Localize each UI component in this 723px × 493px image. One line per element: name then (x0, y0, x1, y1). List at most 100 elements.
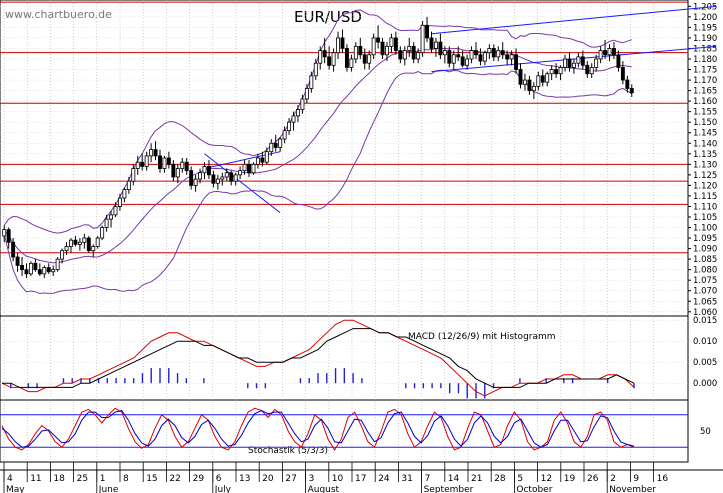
price-tick-label: 1.160 (693, 97, 717, 107)
price-tick-label: 1.155 (693, 108, 717, 118)
candle-body (389, 37, 394, 47)
day-tick-label: 31 (401, 474, 412, 484)
day-tick-label: 24 (378, 474, 390, 484)
candle-body (2, 229, 7, 237)
price-tick-label: 1.100 (693, 224, 717, 234)
day-tick-label: 29 (193, 474, 205, 484)
candle-body (598, 50, 603, 60)
candle-body (309, 75, 314, 89)
candle-body (500, 50, 505, 56)
candle-body (594, 58, 599, 68)
candle-body (11, 241, 16, 258)
candle-body (385, 45, 389, 56)
price-tick-label: 1.060 (693, 308, 717, 318)
day-tick-label: 15 (146, 474, 157, 484)
day-tick-label: 5 (517, 474, 523, 484)
candle-body (545, 73, 550, 83)
candle-body (318, 50, 323, 64)
day-tick-label: 3 (309, 474, 315, 484)
price-tick-label: 1.105 (693, 213, 717, 223)
candle-body (264, 151, 269, 163)
bollinger-lower-band (3, 69, 633, 295)
day-tick-label: 27 (285, 474, 296, 484)
candle-body (37, 269, 42, 275)
candle-body (447, 50, 452, 64)
candle-body (42, 267, 47, 275)
candle-body (86, 237, 91, 252)
candle-body (438, 41, 443, 56)
candle-body (393, 37, 398, 51)
candle-body (496, 50, 501, 58)
candle-body (571, 62, 576, 68)
candle-body (505, 54, 510, 60)
day-tick-label: 16 (657, 474, 669, 484)
day-tick-label: 6 (216, 474, 222, 484)
candle-body (193, 178, 198, 186)
candle-body (215, 178, 220, 184)
price-tick-label: 1.130 (693, 160, 717, 170)
candle-body (367, 54, 372, 64)
candle-body (15, 256, 20, 266)
price-tick-label: 1.115 (693, 192, 717, 202)
candle-body (238, 170, 243, 176)
macd-tick-label: 0.005 (693, 358, 717, 368)
candle-body (180, 161, 185, 169)
month-label: November (609, 485, 656, 493)
price-tick-label: 1.110 (693, 202, 717, 212)
candle-body (514, 54, 519, 70)
candle-body (362, 54, 367, 64)
candle-body (122, 189, 127, 199)
candle-body (64, 246, 69, 252)
candle-body (211, 174, 216, 184)
candle-body (260, 157, 265, 163)
macd-signal-line (2, 328, 635, 388)
price-tick-label: 1.125 (693, 171, 717, 181)
candle-body (198, 172, 203, 180)
candle-body (291, 115, 296, 123)
candle-body (77, 241, 82, 245)
candle-body (429, 37, 434, 49)
candle-body (278, 138, 283, 148)
candle-body (469, 50, 474, 60)
candle-body (273, 142, 278, 148)
day-tick-label: 8 (123, 474, 129, 484)
day-tick-label: 25 (77, 474, 88, 484)
candle-body (322, 50, 327, 58)
candle-body (282, 130, 287, 140)
day-tick-label: 17 (355, 474, 366, 484)
day-tick-label: 10 (332, 474, 344, 484)
candle-body (474, 50, 478, 56)
candle-body (536, 75, 541, 87)
day-tick-label: 14 (448, 474, 460, 484)
day-tick-label: 20 (262, 474, 274, 484)
candle-body (255, 157, 260, 165)
price-tick-label: 1.195 (693, 23, 717, 33)
candle-body (523, 79, 527, 85)
candle-body (616, 54, 621, 68)
month-label: May (6, 485, 25, 493)
candle-body (567, 58, 572, 68)
candle-body (327, 56, 332, 66)
candle-body (51, 269, 56, 273)
candle-body (269, 142, 274, 153)
trend-channel-line (204, 153, 281, 214)
candle-body (55, 258, 60, 271)
candle-body (144, 155, 149, 167)
day-tick-label: 4 (7, 474, 13, 484)
price-tick-label: 1.075 (693, 276, 717, 286)
price-tick-label: 1.095 (693, 234, 717, 244)
candle-body (603, 50, 608, 56)
candle-body (509, 54, 514, 60)
candle-body (113, 206, 118, 216)
price-tick-label: 1.185 (693, 44, 717, 54)
candle-body (153, 149, 158, 157)
candle-body (220, 176, 225, 180)
month-label: August (308, 485, 340, 493)
candle-body (304, 88, 309, 100)
candle-body (82, 237, 87, 243)
price-tick-label: 1.200 (693, 13, 717, 23)
candle-body (149, 149, 154, 157)
price-tick-label: 1.180 (693, 55, 717, 65)
